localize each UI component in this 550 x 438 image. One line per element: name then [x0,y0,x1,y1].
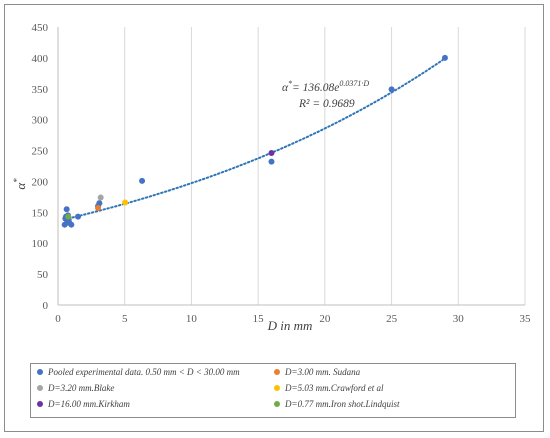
legend-item: D=3.20 mm.Blake [37,383,114,393]
legend-marker [274,369,280,375]
data-points [61,54,448,228]
y-tick-label: 0 [43,300,49,312]
data-point-series-5 [268,150,275,157]
legend-marker [37,401,43,407]
legend-label: D=3.00 mm. Sudana [285,367,361,377]
y-axis-title: α* [12,178,28,190]
y-axis-title-main: α [13,182,28,190]
trendline-equation: α*= 136.08e0.0371·D [282,79,369,94]
legend-label: D=3.20 mm.Blake [48,383,115,393]
x-axis-title: D in mm [267,318,313,333]
y-tick-label: 250 [32,146,49,158]
data-point-series-1 [139,177,146,184]
axes [57,27,525,306]
legend-item: D=0.77 mm.Iron shot.Lindquist [274,399,400,409]
data-point-series-2 [95,205,102,212]
y-tick-label: 300 [32,115,49,127]
chart-area [4,4,544,432]
x-tick-label: 35 [520,313,532,325]
tick-labels: 0 5 10 15 20 25 30 3505010015020025030035040045… [32,22,532,325]
equation-lhs-sup: * [288,79,292,88]
gridlines [124,27,526,305]
y-tick-label: 450 [32,22,49,34]
data-point-series-1 [388,86,395,93]
equation-exponent: 0.0371·D [339,79,369,88]
x-tick-label: 0 [55,313,61,325]
equation-body: = 136.08e [292,82,339,94]
legend-item: D=16.00 mm.Kirkham [37,399,130,409]
legend-item: D=3.00 mm. Sudana [274,367,360,377]
legend-label: D=16.00 mm.Kirkham [48,399,130,409]
legend-marker [37,385,43,391]
legend-item: D=5.03 mm.Crawford et al [274,383,384,393]
legend-label: D=0.77 mm.Iron shot.Lindquist [285,399,400,409]
y-tick-label: 150 [32,207,49,219]
legend-marker [274,385,280,391]
legend-marker [37,369,43,375]
y-tick-label: 400 [32,53,49,65]
x-tick-label: 15 [253,313,265,325]
y-tick-label: 350 [32,84,49,96]
data-point-series-1 [75,213,82,220]
exponential-trendline [63,57,446,221]
data-point-series-6 [65,213,72,220]
data-point-series-4 [122,199,129,206]
y-tick-label: 200 [32,176,49,188]
x-tick-label: 20 [319,313,331,325]
data-point-series-1 [268,158,275,165]
y-axis-title-sup: * [12,178,22,183]
x-tick-label: 30 [453,313,465,325]
equation-lhs: α [282,82,289,94]
legend: Pooled experimental data. 0.50 mm < D < … [30,363,516,418]
data-point-series-3 [97,194,104,201]
x-tick-label: 25 [386,313,398,325]
data-point-series-1 [63,206,70,213]
x-tick-label: 5 [122,313,128,325]
data-point-series-1 [68,221,75,228]
y-tick-label: 100 [32,238,49,250]
r-squared-label: R² = 0.9689 [298,98,355,110]
x-tick-label: 10 [186,313,198,325]
trendline-layer [63,57,446,221]
data-point-series-1 [441,54,448,61]
legend-label: D=5.03 mm.Crawford et al [285,383,384,393]
legend-label: Pooled experimental data. 0.50 mm < D < … [48,367,240,377]
y-tick-label: 50 [37,269,49,281]
data-point-series-1 [96,200,103,207]
legend-marker [274,401,280,407]
legend-item: Pooled experimental data. 0.50 mm < D < … [37,367,240,377]
